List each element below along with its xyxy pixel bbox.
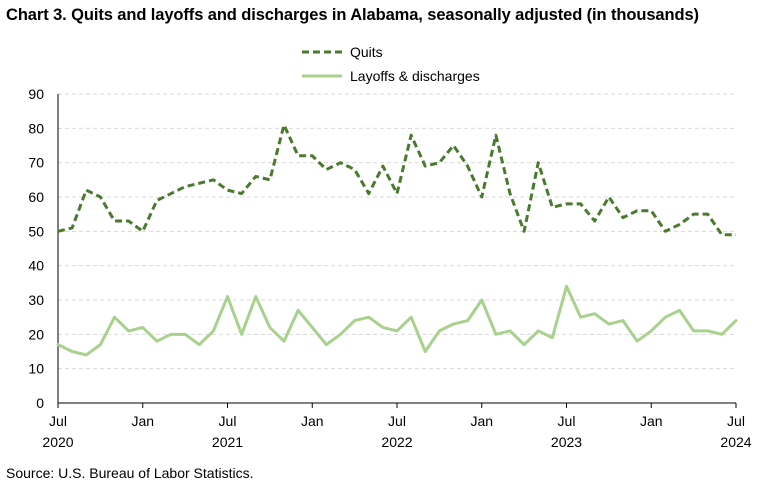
y-tick-label: 20 <box>28 326 44 342</box>
x-tick-label-month: Jan <box>470 413 493 429</box>
source-note: Source: U.S. Bureau of Labor Statistics. <box>6 465 254 481</box>
x-tick-label-year: 2021 <box>212 434 243 450</box>
y-tick-label: 10 <box>28 361 44 377</box>
y-tick-label: 70 <box>28 155 44 171</box>
gridlines <box>58 93 736 370</box>
y-tick-label: 90 <box>28 86 44 102</box>
x-tick-label-month: Jul <box>558 413 576 429</box>
y-tick-label: 60 <box>28 189 44 205</box>
y-tick-label: 0 <box>36 395 44 411</box>
x-tick-label-year: 2022 <box>381 434 412 450</box>
x-tick-label-month: Jan <box>301 413 324 429</box>
x-tick-label-month: Jan <box>131 413 154 429</box>
x-tick-label-year: 2020 <box>42 434 73 450</box>
y-tick-label: 30 <box>28 292 44 308</box>
y-tick-label: 40 <box>28 258 44 274</box>
x-tick-label-month: Jul <box>219 413 237 429</box>
x-tick-labels: Jul 2020 Jan Jul 2021 Jan Jul 2022 Jan Jul 2023 Jan… <box>42 413 751 450</box>
x-tick-label-year: 2023 <box>551 434 582 450</box>
legend-label: Quits <box>350 44 383 60</box>
y-tick-label: 50 <box>28 223 44 239</box>
axes <box>57 94 737 408</box>
x-tick-label-month: Jul <box>49 413 67 429</box>
x-tick-label-month: Jul <box>727 413 745 429</box>
legend: Quits Layoffs & discharges <box>302 44 480 84</box>
legend-label: Layoffs & discharges <box>350 68 480 84</box>
x-tick-label-month: Jan <box>640 413 663 429</box>
series-line-quits <box>57 123 736 237</box>
x-tick-label-month: Jul <box>388 413 406 429</box>
series-lines <box>56 123 738 357</box>
x-tick-label-year: 2024 <box>720 434 751 450</box>
series-line-layoffs <box>56 284 738 357</box>
y-tick-labels: 0 10 20 30 40 50 60 70 80 90 <box>28 86 44 411</box>
y-tick-label: 80 <box>28 120 44 136</box>
chart-title: Chart 3. Quits and layoffs and discharge… <box>6 6 699 24</box>
